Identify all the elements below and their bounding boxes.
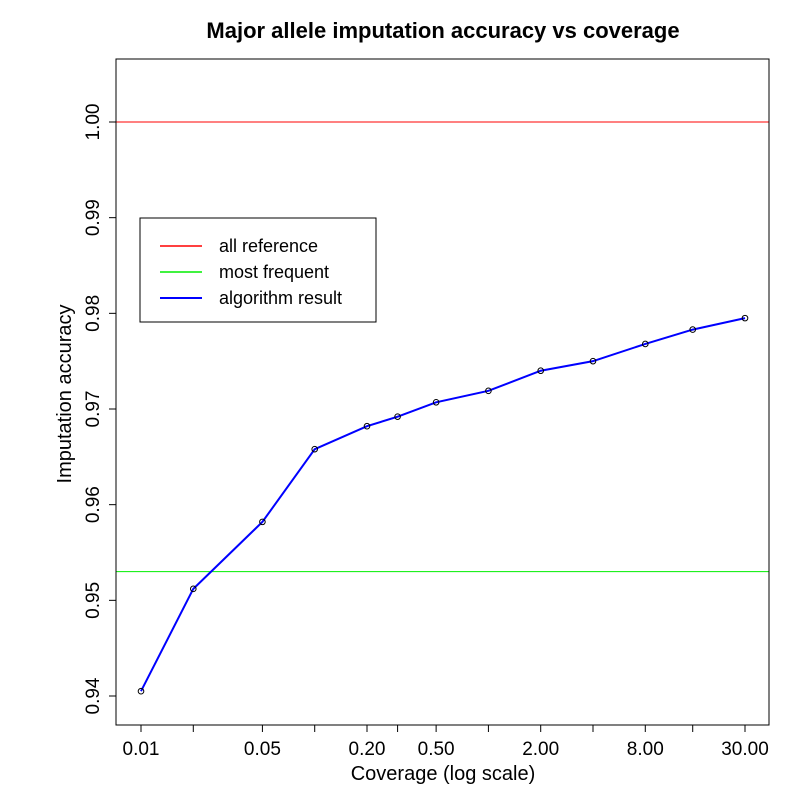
data-point	[537, 367, 545, 375]
data-point	[394, 413, 401, 420]
x-tick-label: 8.00	[627, 739, 664, 760]
legend-box	[139, 217, 377, 323]
x-tick-label: 0.01	[123, 739, 160, 760]
data-point	[432, 399, 440, 406]
axes-layer: 0.01 0.05 0.20 0.50 2.00 8.00 30.00 0.94 0.95 0.9…	[83, 104, 769, 760]
y-tick-label: 0.97	[83, 391, 104, 428]
x-tick-label: 0.50	[418, 739, 455, 760]
data-point	[689, 326, 697, 333]
data-point	[485, 387, 492, 395]
data-point	[641, 340, 649, 348]
legend: all reference most frequent algorithm resu…	[139, 217, 377, 323]
y-tick-label: 0.94	[83, 677, 104, 714]
data-point	[259, 518, 266, 526]
legend-label: all reference	[219, 236, 318, 256]
y-tick-label: 0.95	[83, 582, 104, 619]
chart-title: Major allele imputation accuracy vs cove…	[206, 18, 679, 43]
data-point	[189, 585, 197, 593]
y-tick-label: 0.99	[83, 199, 104, 236]
x-axis-label: Coverage (log scale)	[351, 763, 536, 785]
legend-label: algorithm result	[219, 288, 342, 308]
y-axis-label: Imputation accuracy	[54, 305, 76, 484]
x-tick-label: 0.20	[349, 739, 386, 760]
data-point	[363, 422, 371, 430]
y-tick-label: 0.96	[83, 486, 104, 523]
data-point	[589, 357, 597, 365]
plot-frame	[115, 58, 770, 726]
data-point	[311, 445, 319, 453]
x-tick-label: 0.05	[244, 739, 281, 760]
data-point	[741, 314, 749, 322]
series-layer	[116, 121, 769, 695]
y-tick-label: 1.00	[83, 104, 104, 141]
data-point	[137, 687, 145, 695]
x-tick-label: 30.00	[721, 739, 769, 760]
x-tick-label: 2.00	[522, 739, 559, 760]
legend-label: most frequent	[219, 262, 329, 282]
y-tick-label: 0.98	[83, 295, 104, 332]
series-line-algorithm-result	[140, 317, 746, 692]
